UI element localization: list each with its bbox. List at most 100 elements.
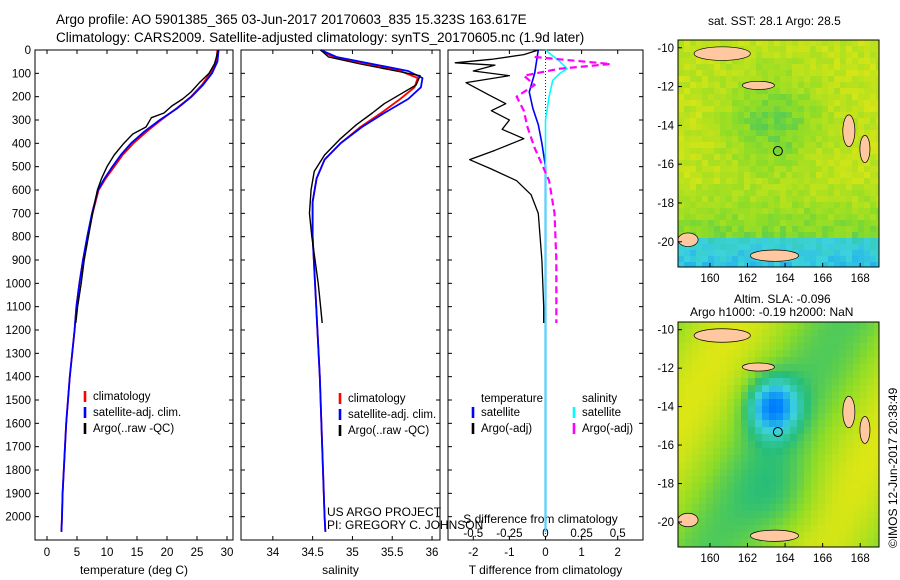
map-cell (741, 322, 748, 329)
map-cell (798, 142, 804, 148)
map-cell (864, 196, 870, 202)
map-cell (822, 130, 828, 136)
map-cell (825, 364, 832, 371)
map-cell (755, 462, 762, 469)
map-cell (822, 46, 828, 52)
map-cell (804, 226, 810, 232)
map-cell (696, 214, 702, 220)
map-cell (768, 148, 774, 154)
map-cell (678, 226, 684, 232)
sla-map-title-line2: Argo h1000: -0.19 h2000: NaN (690, 305, 854, 319)
map-cell (876, 190, 879, 196)
map-cell (840, 238, 846, 244)
map-cell (744, 196, 750, 202)
map-cell (706, 322, 713, 329)
map-cell (744, 100, 750, 106)
map-cell (748, 490, 755, 497)
map-cell (762, 106, 768, 112)
map-cell (768, 124, 774, 130)
map-cell (853, 483, 860, 490)
map-cell (864, 106, 870, 112)
map-cell (839, 504, 846, 511)
map-cell (853, 322, 860, 329)
map-cell (734, 483, 741, 490)
map-cell (786, 232, 792, 238)
map-cell (678, 399, 685, 406)
map-cell (756, 70, 762, 76)
map-cell (832, 532, 839, 539)
map-cell (748, 357, 755, 364)
map-cell (755, 371, 762, 378)
map-cell (810, 190, 816, 196)
map-cell (818, 385, 825, 392)
map-cell (780, 76, 786, 82)
map-cell (727, 476, 734, 483)
map-cell (741, 469, 748, 476)
lat-tick-label: -18 (657, 198, 674, 210)
map-cell (816, 112, 822, 118)
map-cell (853, 525, 860, 532)
map-cell (860, 350, 867, 357)
map-cell (797, 413, 804, 420)
map-cell (840, 70, 846, 76)
map-cell (828, 40, 834, 46)
map-cell (864, 250, 870, 256)
map-cell (750, 130, 756, 136)
y-tick-label: 1300 (5, 348, 31, 360)
map-cell (792, 190, 798, 196)
map-cell (822, 244, 828, 250)
map-cell (696, 202, 702, 208)
map-cell (684, 154, 690, 160)
map-cell (840, 172, 846, 178)
series-line-4 (515, 55, 612, 323)
map-cell (762, 476, 769, 483)
map-cell (810, 52, 816, 58)
legend-label: satellite-adj. clim. (93, 407, 181, 419)
map-cell (816, 208, 822, 214)
map-cell (804, 504, 811, 511)
map-cell (783, 350, 790, 357)
map-cell (804, 184, 810, 190)
map-cell (876, 220, 879, 226)
map-cell (750, 70, 756, 76)
map-cell (713, 532, 720, 539)
map-cell (792, 88, 798, 94)
map-cell (769, 371, 776, 378)
map-cell (797, 476, 804, 483)
map-cell (780, 262, 786, 267)
map-cell (708, 178, 714, 184)
map-cell (727, 539, 734, 546)
map-cell (783, 378, 790, 385)
map-cell (792, 184, 798, 190)
map-cell (696, 256, 702, 262)
map-cell (768, 262, 774, 267)
map-cell (874, 329, 879, 336)
map-cell (811, 392, 818, 399)
map-cell (726, 226, 732, 232)
map-cell (839, 385, 846, 392)
map-cell (776, 469, 783, 476)
map-cell (804, 455, 811, 462)
map-cell (804, 220, 810, 226)
map-cell (839, 441, 846, 448)
map-cell (734, 378, 741, 385)
map-cell (714, 238, 720, 244)
map-cell (762, 58, 768, 64)
map-cell (780, 244, 786, 250)
y-tick-label: 800 (12, 232, 31, 244)
map-cell (867, 448, 874, 455)
map-cell (860, 532, 867, 539)
map-cell (690, 262, 696, 267)
map-cell (786, 178, 792, 184)
map-cell (685, 399, 692, 406)
map-cell (690, 142, 696, 148)
map-cell (858, 160, 864, 166)
sla-map: 160 162 164 166 168-10-12-14-16-18-20 (657, 321, 880, 565)
map-cell (714, 172, 720, 178)
map-cell (696, 82, 702, 88)
map-cell (732, 166, 738, 172)
map-cell (810, 196, 816, 202)
map-cell (762, 483, 769, 490)
map-cell (804, 142, 810, 148)
map-cell (684, 106, 690, 112)
